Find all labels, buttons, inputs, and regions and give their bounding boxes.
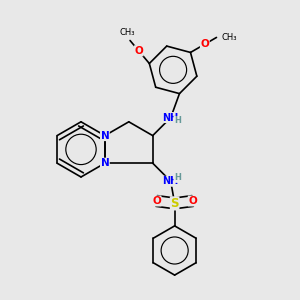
Text: N: N (100, 130, 109, 141)
Text: N: N (100, 158, 109, 168)
Text: S: S (170, 197, 179, 210)
Text: O: O (152, 196, 161, 206)
Text: O: O (134, 46, 143, 56)
Text: H: H (174, 173, 181, 182)
Text: NH: NH (163, 112, 179, 123)
Text: H: H (174, 116, 181, 125)
Text: NH: NH (163, 176, 179, 186)
Text: CH₃: CH₃ (120, 28, 135, 37)
Text: CH₃: CH₃ (222, 33, 237, 42)
Text: O: O (200, 39, 209, 49)
Text: O: O (188, 196, 197, 206)
